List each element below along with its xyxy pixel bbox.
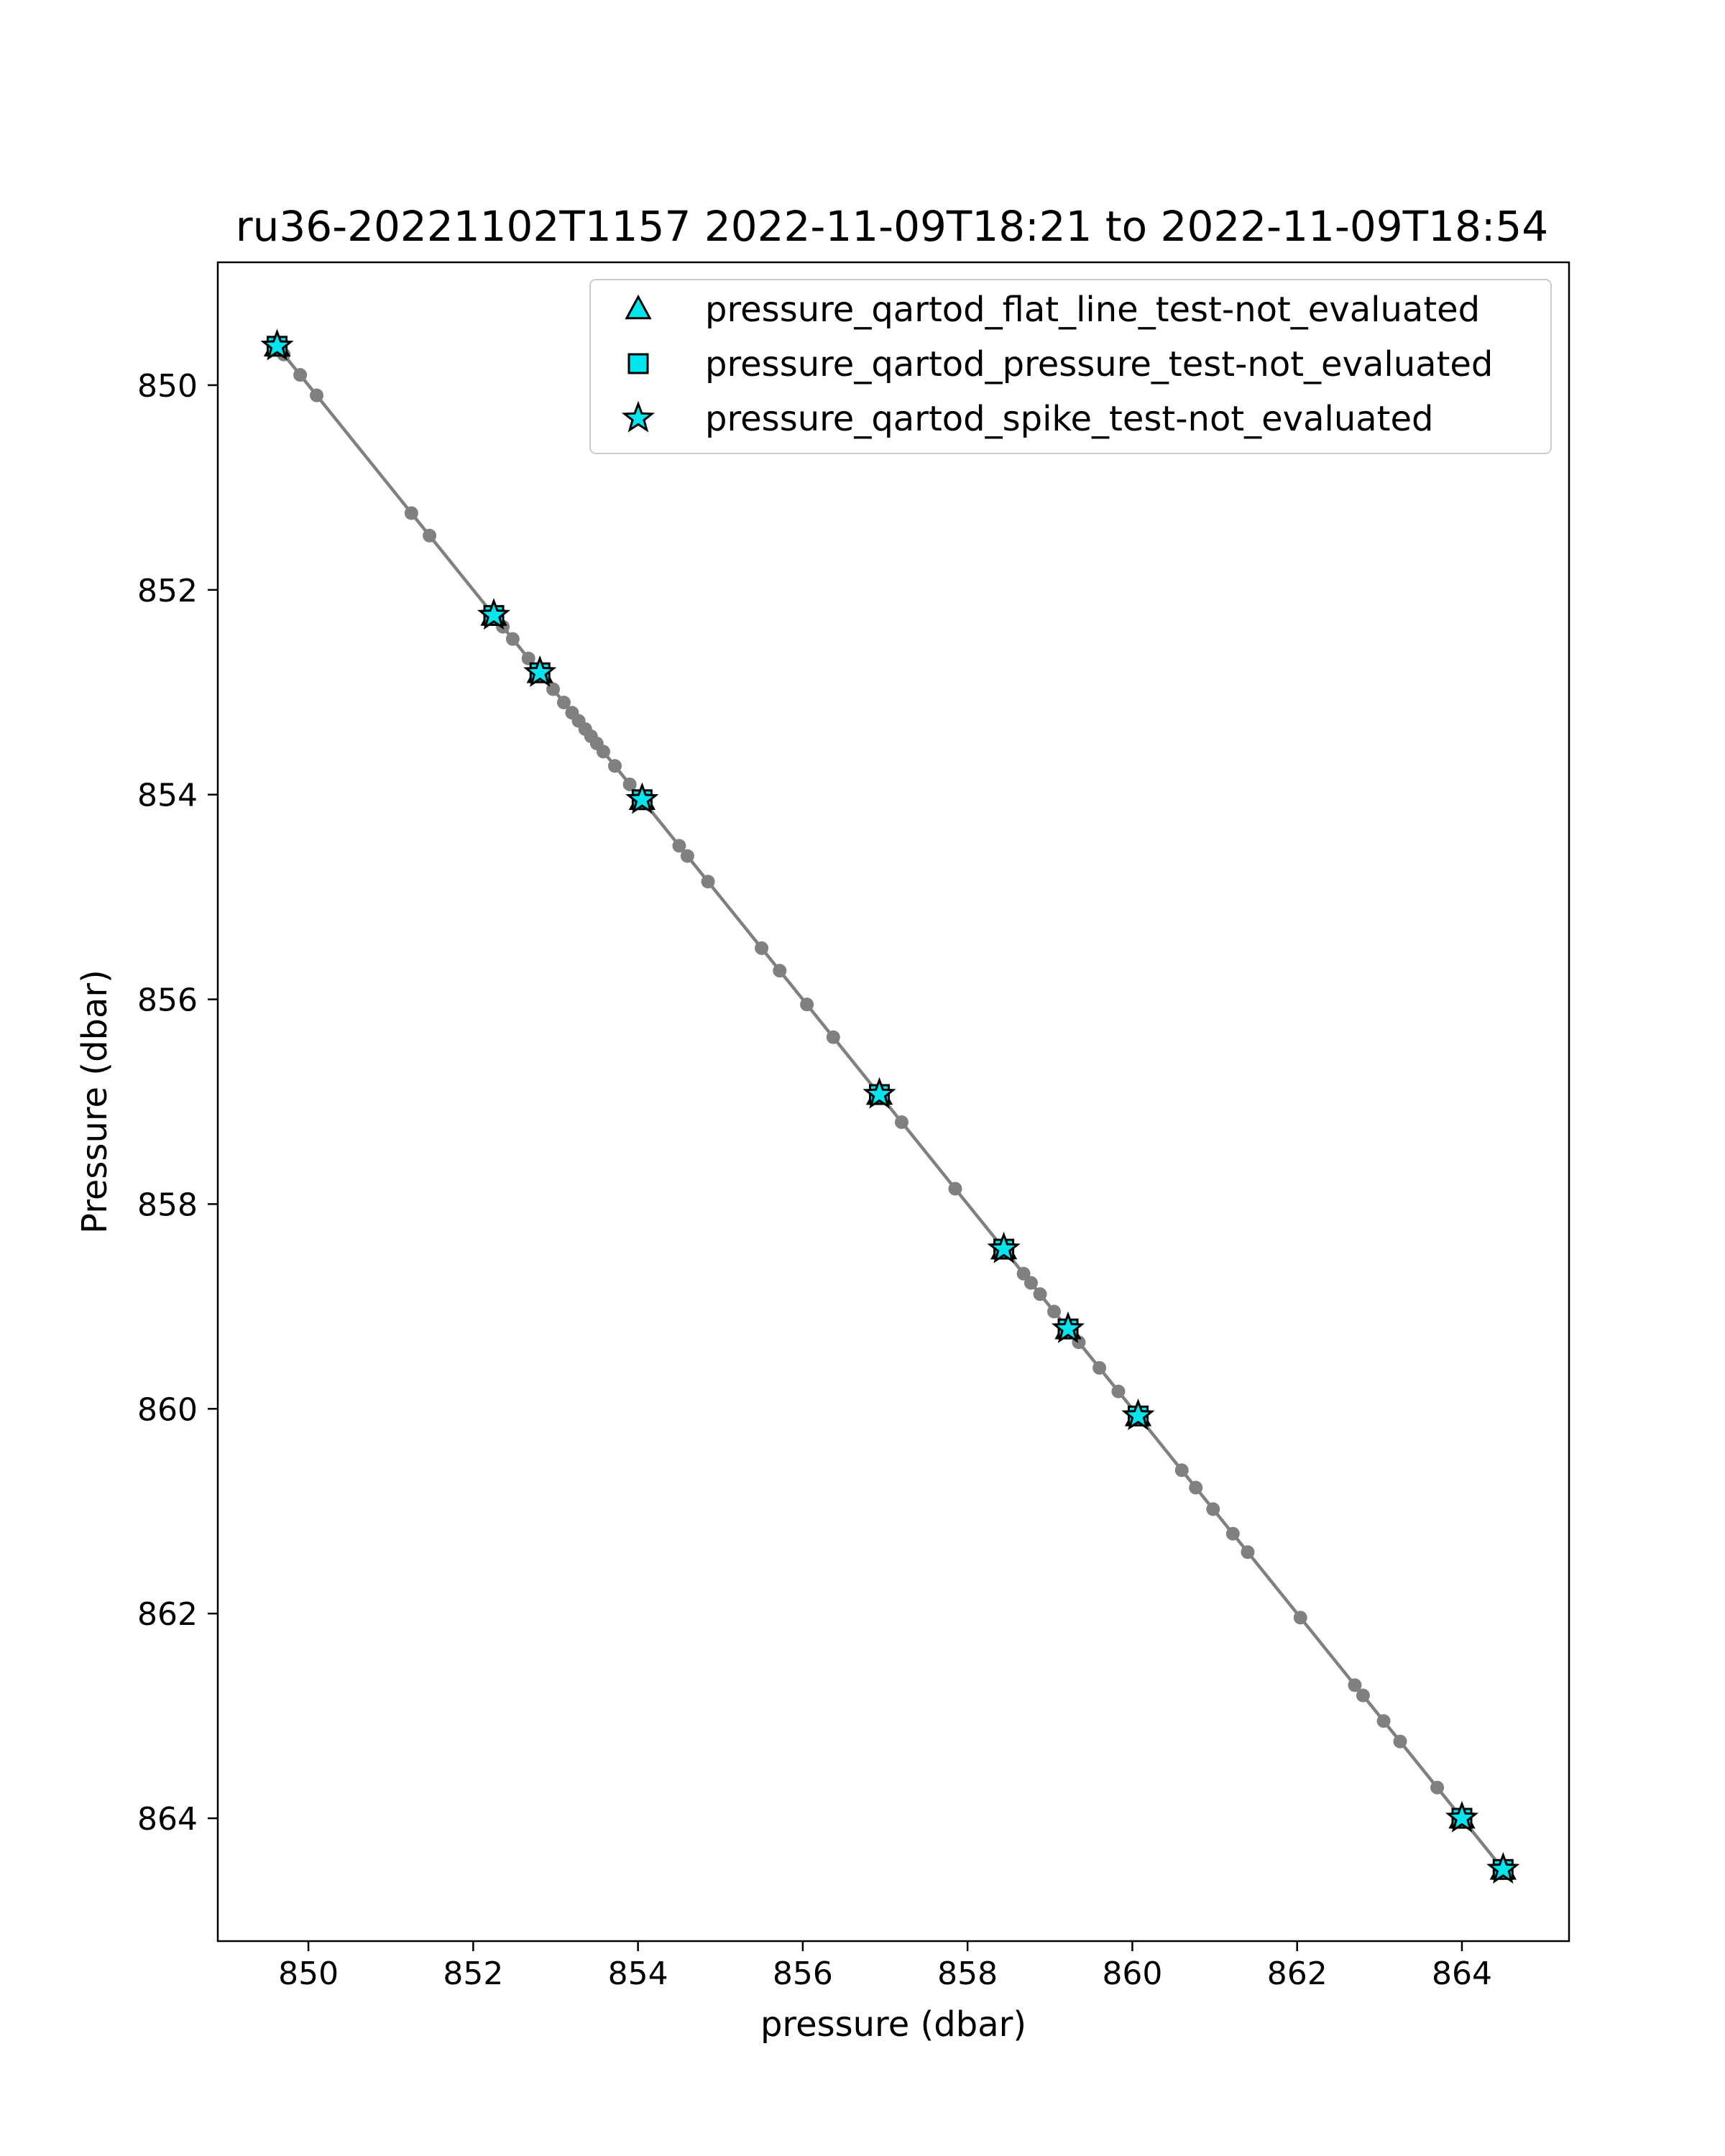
y-tick-label: 856 bbox=[137, 982, 198, 1019]
pressure-qartod-spike-test-not-evaluated-point bbox=[260, 328, 294, 361]
legend-marker-star bbox=[621, 400, 656, 433]
profile-point bbox=[1348, 1678, 1362, 1692]
profile-point bbox=[1174, 1463, 1189, 1478]
profile-point bbox=[1024, 1276, 1038, 1290]
profile-point bbox=[310, 388, 324, 402]
profile-point bbox=[1241, 1545, 1255, 1560]
y-axis-label: Pressure (dbar) bbox=[75, 969, 115, 1234]
profile-point bbox=[521, 651, 535, 665]
x-tick-label: 856 bbox=[773, 1955, 833, 1992]
x-tick-label: 862 bbox=[1267, 1955, 1328, 1992]
legend-label: pressure_qartod_spike_test-not_evaluated bbox=[705, 399, 1433, 439]
y-tick-label: 860 bbox=[137, 1391, 198, 1428]
profile-point bbox=[423, 528, 437, 543]
legend-marker-triangle bbox=[625, 294, 652, 320]
profile-point bbox=[755, 941, 769, 955]
legend-marker-square bbox=[627, 353, 649, 374]
profile-point bbox=[1376, 1714, 1391, 1728]
profile-point bbox=[1206, 1502, 1220, 1516]
y-tick-label: 858 bbox=[137, 1187, 198, 1223]
pressure-qartod-spike-test-not-evaluated-point bbox=[987, 1231, 1021, 1263]
profile-point bbox=[800, 998, 814, 1012]
pressure-qartod-spike-test-not-evaluated-point bbox=[477, 598, 511, 630]
profile-point bbox=[596, 745, 610, 759]
y-axis: 850 852 854 856 858 860 862 864 bbox=[137, 368, 218, 1838]
profile-point bbox=[293, 368, 308, 382]
x-tick-label: 850 bbox=[278, 1955, 339, 1992]
y-tick-label: 864 bbox=[137, 1801, 198, 1838]
pressure-qartod-spike-test-not-evaluated-point bbox=[1486, 1851, 1520, 1884]
profile-point bbox=[672, 839, 686, 853]
plot-frame bbox=[216, 261, 1570, 1943]
profile-point bbox=[1047, 1304, 1062, 1319]
legend-box bbox=[589, 279, 1552, 454]
legend: pressure_qartod_flat_line_test-not_evalu… bbox=[589, 279, 1552, 454]
x-axis: 850 852 854 856 858 860 862 864 bbox=[278, 1941, 1492, 1992]
pressure-qartod-spike-test-not-evaluated-point bbox=[1051, 1311, 1085, 1343]
pressure-qartod-spike-test-not-evaluated-point bbox=[625, 782, 659, 814]
profile-point bbox=[1092, 1360, 1107, 1375]
profile-point bbox=[894, 1115, 908, 1129]
chart-title: ru36-20221102T1157 2022-11-09T18:21 to 2… bbox=[236, 202, 1548, 251]
pressure-qartod-spike-test-not-evaluated-point bbox=[1445, 1800, 1479, 1833]
y-tick-label: 852 bbox=[137, 573, 198, 609]
profile-point bbox=[1189, 1480, 1203, 1495]
profile-point bbox=[680, 849, 694, 863]
profile-point bbox=[1293, 1611, 1307, 1625]
legend-label: pressure_qartod_pressure_test-not_evalua… bbox=[705, 344, 1493, 384]
profile-point bbox=[622, 777, 637, 791]
profile-point bbox=[773, 964, 787, 978]
x-tick-label: 858 bbox=[937, 1955, 998, 1992]
y-tick-label: 854 bbox=[137, 778, 198, 814]
pressure-qartod-spike-test-not-evaluated-point bbox=[1121, 1399, 1155, 1430]
profile-point bbox=[1225, 1526, 1240, 1541]
profile-point bbox=[556, 695, 571, 709]
profile-point bbox=[608, 759, 622, 773]
profile-point bbox=[1111, 1384, 1126, 1399]
y-tick-label: 850 bbox=[137, 368, 198, 405]
profile-point bbox=[1016, 1266, 1031, 1281]
profile-point bbox=[1393, 1734, 1407, 1749]
profile-point bbox=[948, 1181, 962, 1196]
profile-point bbox=[505, 632, 520, 646]
profile-point bbox=[1430, 1780, 1445, 1795]
profile-point bbox=[1033, 1287, 1047, 1302]
x-axis-label: pressure (dbar) bbox=[760, 2004, 1026, 2045]
profile-point bbox=[1356, 1688, 1370, 1703]
profile-line bbox=[274, 343, 1505, 1871]
pressure-qartod-spike-test-not-evaluated-point bbox=[862, 1077, 896, 1109]
legend-label: pressure_qartod_flat_line_test-not_evalu… bbox=[705, 290, 1480, 330]
x-tick-label: 854 bbox=[608, 1955, 668, 1992]
y-tick-label: 862 bbox=[137, 1596, 198, 1633]
profile-point bbox=[404, 506, 418, 520]
profile-point bbox=[826, 1030, 840, 1044]
x-tick-label: 860 bbox=[1102, 1955, 1162, 1992]
pressure-qartod-spike-test-not-evaluated-point bbox=[523, 655, 557, 687]
plot-area bbox=[260, 328, 1520, 1884]
x-tick-label: 852 bbox=[443, 1955, 503, 1992]
profile-point bbox=[701, 875, 715, 889]
x-tick-label: 864 bbox=[1432, 1955, 1492, 1992]
